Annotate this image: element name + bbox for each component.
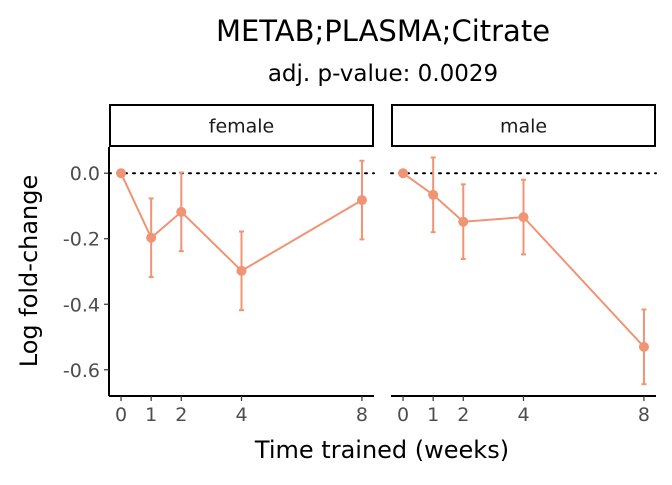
strip-box [391,104,656,147]
strip-box [109,104,374,147]
data-point [458,216,469,227]
x-tick-label: 2 [457,404,469,426]
strip-label: female [209,116,275,138]
panel-male: male 0 1 2 4 8 [390,104,657,426]
y-tick-label: 0.0 [70,163,100,185]
y-axis-title: Log fold-change [15,175,43,368]
data-point [236,265,247,276]
y-tick-label: -0.2 [63,229,100,251]
x-tick-label: 0 [397,404,409,426]
data-point [398,168,409,179]
x-tick-label: 1 [427,404,439,426]
chart-subtitle: adj. p-value: 0.0029 [268,61,498,87]
x-tick-label: 8 [356,404,368,426]
data-point [146,232,157,243]
panel-female: female 0.0 -0.2 -0.4 -0.6 0 1 2 4 8 [63,104,375,426]
data-point [356,195,367,206]
x-tick-label: 2 [175,404,187,426]
x-tick-label: 4 [235,404,247,426]
data-point [176,206,187,217]
x-axis-title: Time trained (weeks) [254,436,509,464]
y-tick-label: -0.6 [63,360,100,382]
data-point [116,168,127,179]
x-tick-label: 8 [638,404,650,426]
strip-label: male [500,116,547,138]
y-tick-label: -0.4 [63,294,100,316]
chart-title: METAB;PLASMA;Citrate [216,14,550,48]
data-point [638,341,649,352]
x-tick-label: 4 [517,404,529,426]
data-point [518,212,529,223]
x-tick-label: 0 [115,404,127,426]
x-tick-label: 1 [145,404,157,426]
data-point [428,189,439,200]
